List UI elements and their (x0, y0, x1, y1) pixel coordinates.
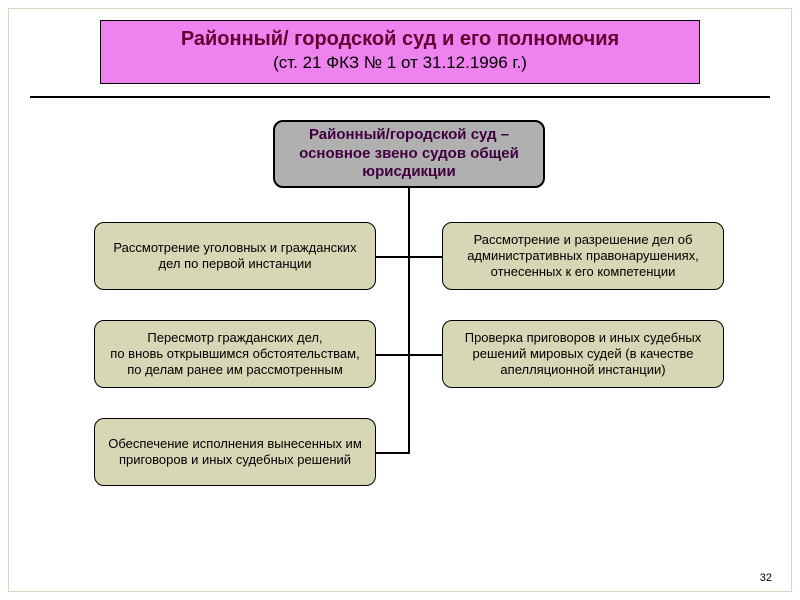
slide-title: Районный/ городской суд и его полномочия… (100, 20, 700, 84)
root-node: Районный/городской суд – основное звено … (273, 120, 545, 188)
connector-row1-left (376, 256, 408, 258)
leaf-label: Рассмотрение уголовных и гражданских дел… (105, 240, 365, 273)
connector-row1-right (408, 256, 442, 258)
connector-row2-left (376, 354, 408, 356)
leaf-right-2: Проверка приговоров и иных судебных реше… (442, 320, 724, 388)
leaf-label: Рассмотрение и разрешение дел об админис… (453, 232, 713, 281)
connector-row3-left (376, 452, 408, 454)
title-underline (30, 96, 770, 98)
page-number: 32 (760, 572, 772, 584)
leaf-right-1: Рассмотрение и разрешение дел об админис… (442, 222, 724, 290)
leaf-left-1: Рассмотрение уголовных и гражданских дел… (94, 222, 376, 290)
leaf-label: Проверка приговоров и иных судебных реше… (453, 330, 713, 379)
connector-trunk (408, 188, 410, 454)
leaf-left-2: Пересмотр гражданских дел, по вновь откр… (94, 320, 376, 388)
leaf-label: Пересмотр гражданских дел, по вновь откр… (110, 330, 359, 379)
title-main: Районный/ городской суд и его полномочия (181, 28, 619, 50)
connector-row2-right (408, 354, 442, 356)
root-node-label: Районный/городской суд – основное звено … (285, 126, 533, 182)
leaf-label: Обеспечение исполнения вынесенных им при… (105, 436, 365, 469)
leaf-left-3: Обеспечение исполнения вынесенных им при… (94, 418, 376, 486)
title-sub: (ст. 21 ФКЗ № 1 от 31.12.1996 г.) (273, 53, 527, 72)
